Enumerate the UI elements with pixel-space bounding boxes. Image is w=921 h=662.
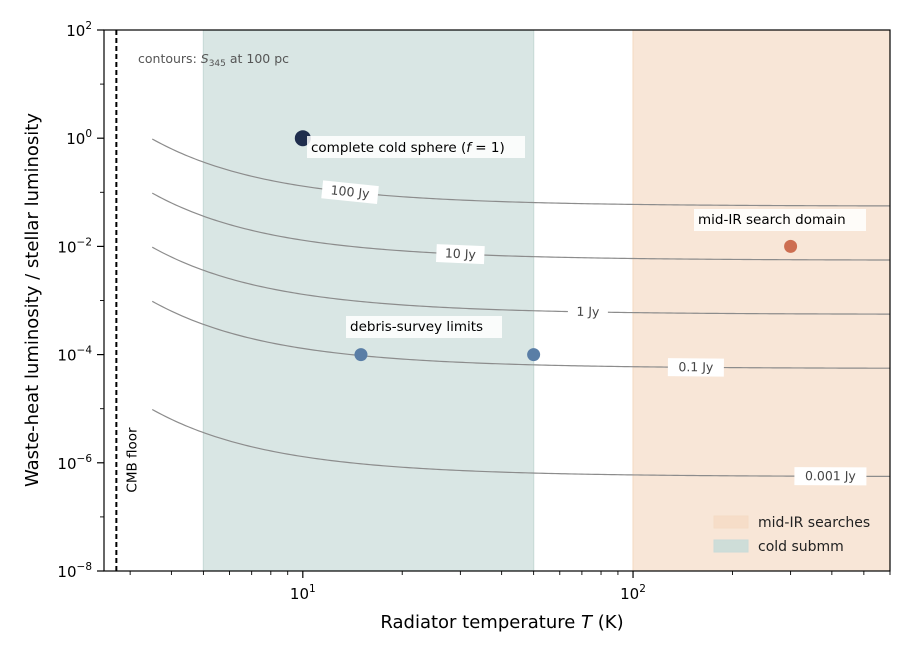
cmb-floor: CMB floor — [115, 30, 140, 571]
y-tick-label: 10−2 — [57, 236, 92, 256]
contour-0-001-jy — [151, 408, 890, 478]
cmb-floor-label: CMB floor — [124, 427, 140, 493]
flux-contours: 100 Jy 10 Jy 1 Jy 0.1 Jy 0.001 Jy — [151, 138, 890, 486]
x-axis: 101 102 — [129, 571, 891, 603]
contour-label-10-jy: 10 Jy — [445, 245, 477, 261]
point-mid-ir-search-domain — [784, 239, 798, 253]
x-tick-label: 102 — [620, 583, 646, 603]
point-debris-survey-limits — [354, 348, 368, 362]
legend-swatch-cold-submm — [713, 539, 749, 553]
sphere-annotation: complete cold sphere (f = 1) — [311, 140, 505, 156]
legend-swatch-mid-ir-searches — [713, 515, 749, 529]
y-axis: 10−8 10−6 10−4 10−2 100 102 — [57, 20, 104, 581]
contour-100-jy — [151, 138, 890, 207]
shaded-regions — [202, 30, 890, 571]
y-axis-title: Waste-heat luminosity / stellar luminosi… — [22, 113, 43, 487]
contour-label-bg — [435, 244, 485, 265]
contour-label-0-1-jy: 0.1 Jy — [678, 359, 714, 374]
region-mid-ir-searches — [633, 30, 890, 571]
legend-label-cold-submm: cold submm — [758, 539, 844, 555]
legend: mid-IR searches cold submm — [713, 515, 870, 555]
debris-label-box — [346, 316, 502, 338]
region-cold-submm — [203, 30, 534, 571]
point-complete-cold-sphere — [294, 130, 311, 147]
legend-label-mid-ir-searches: mid-IR searches — [758, 515, 870, 531]
y-tick-label: 10−8 — [57, 561, 92, 581]
contour-0-1-jy — [151, 300, 890, 369]
contour-label-bg — [567, 302, 609, 322]
contour-10-jy — [151, 192, 890, 261]
point-debris-survey-limits — [527, 348, 541, 362]
x-tick-label: 101 — [290, 583, 316, 603]
contour-1-jy — [151, 246, 890, 315]
midir-label-box — [694, 209, 866, 231]
midir-annotation: mid-IR search domain — [698, 212, 846, 228]
contour-label-bg — [321, 180, 379, 205]
y-tick-label: 10−4 — [57, 345, 92, 365]
sphere-label-box — [307, 136, 525, 158]
x-axis-title: Radiator temperature T (K) — [380, 612, 623, 633]
contour-note: contours: S345 at 100 pc — [138, 51, 289, 69]
data-points — [294, 130, 798, 362]
contour-label-100-jy: 100 Jy — [330, 182, 371, 201]
contour-label-0-001-jy: 0.001 Jy — [805, 468, 856, 483]
y-tick-label: 10−6 — [57, 453, 92, 473]
y-tick-label: 100 — [66, 128, 92, 148]
debris-annotation: debris-survey limits — [350, 319, 483, 335]
contour-label-1-jy: 1 Jy — [576, 304, 600, 319]
contour-label-bg — [667, 358, 724, 377]
y-tick-label: 102 — [66, 20, 92, 40]
contour-label-bg — [794, 467, 867, 486]
